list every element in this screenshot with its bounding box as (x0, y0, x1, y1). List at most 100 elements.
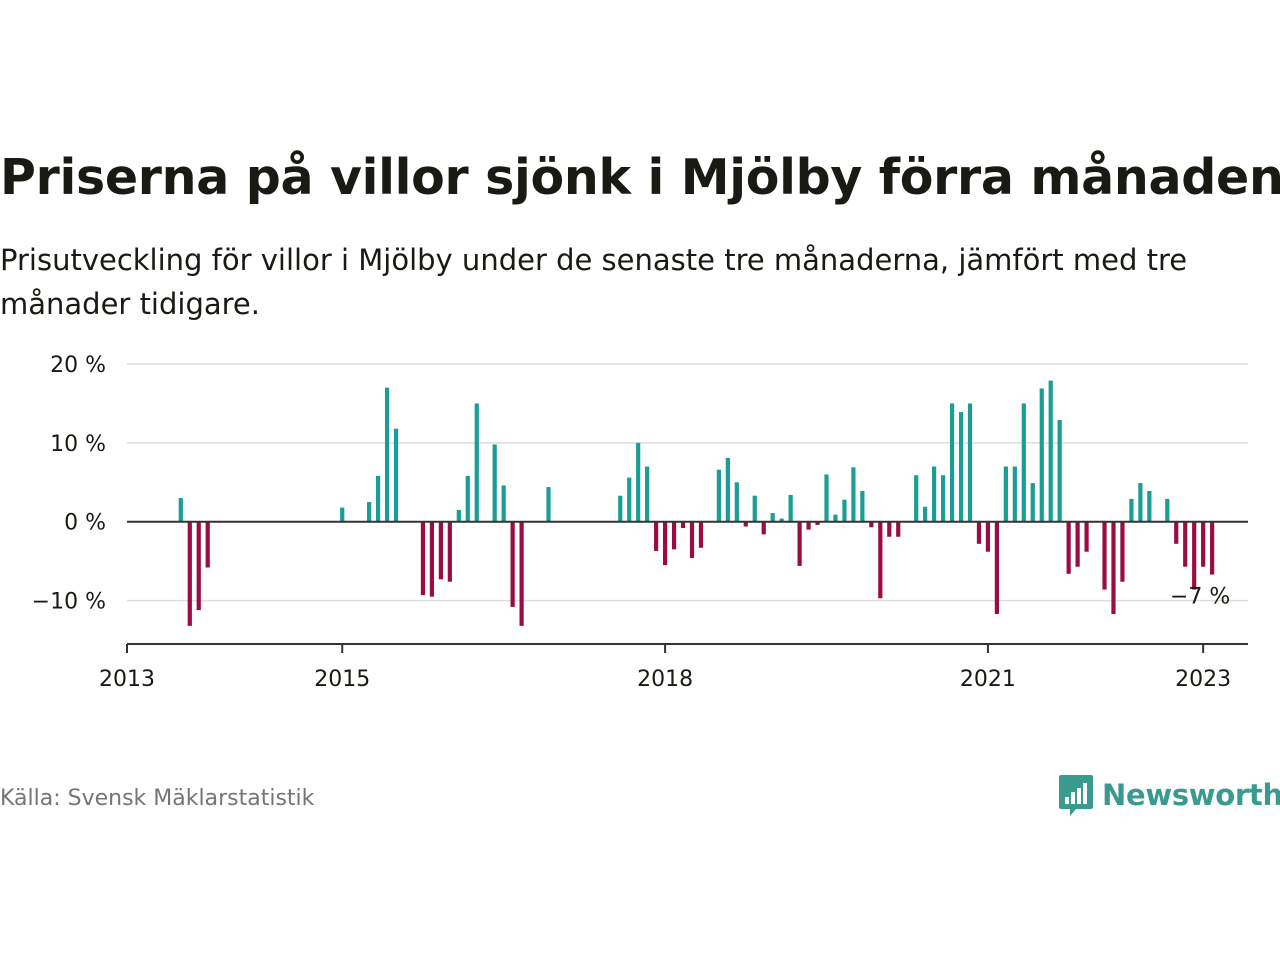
annotations: −7 % (1170, 585, 1230, 610)
bar (967, 403, 973, 522)
bar (196, 521, 201, 611)
bar (788, 494, 793, 522)
x-tick-label: 2023 (1175, 667, 1231, 692)
bar (367, 502, 372, 522)
bar (860, 490, 865, 522)
bar (420, 521, 426, 596)
bar (806, 521, 811, 530)
bar (1021, 403, 1026, 522)
bar (985, 521, 991, 552)
bar (680, 521, 686, 529)
bar (618, 495, 623, 522)
x-axis-ticks: 2013 2015 2018 2021 2023 (99, 644, 1231, 692)
bar (770, 513, 775, 522)
bar (842, 499, 847, 522)
bar (546, 487, 551, 522)
bar (1102, 521, 1107, 590)
bar (1039, 388, 1044, 522)
bar (429, 521, 435, 597)
bar (833, 514, 838, 522)
bar (851, 467, 856, 522)
bar (1066, 521, 1071, 574)
brand-logo: Newsworthy (1058, 772, 1280, 818)
bar (716, 469, 721, 522)
x-tick-label: 2015 (314, 667, 370, 692)
annotation-label: −7 % (1170, 585, 1230, 610)
chart-subtitle: Prisutveckling för villor i Mjölby under… (0, 243, 1188, 321)
bar (456, 509, 461, 522)
bar (1210, 521, 1215, 575)
bar (519, 521, 524, 626)
bars (178, 380, 1215, 626)
bar (914, 475, 919, 522)
bar (869, 521, 874, 528)
bar (178, 498, 183, 522)
bar (1138, 483, 1143, 522)
bar (1030, 483, 1035, 522)
bar (662, 521, 668, 566)
bar (340, 507, 345, 522)
brand-name: Newsworthy (1102, 778, 1280, 812)
bar (627, 477, 632, 522)
bar (940, 475, 946, 522)
bar (887, 521, 892, 537)
bar (376, 476, 381, 522)
bar (761, 521, 766, 535)
bar (1192, 521, 1197, 590)
bar (384, 387, 390, 522)
bar (447, 521, 452, 582)
bar (896, 521, 901, 537)
grid-lines (127, 363, 1248, 602)
bar (1129, 498, 1134, 522)
x-tick-label: 2021 (960, 667, 1016, 692)
bar (1084, 521, 1089, 552)
source-note: Källa: Svensk Mäklarstatistik (0, 786, 315, 811)
bar (393, 428, 399, 522)
bar (725, 457, 730, 522)
bar (492, 444, 497, 522)
bar (779, 518, 784, 522)
bar (1201, 521, 1206, 567)
bar (510, 521, 515, 607)
bar (949, 403, 955, 522)
bar (465, 476, 470, 522)
bar (923, 506, 928, 522)
bar (645, 466, 650, 522)
bar (1183, 521, 1188, 567)
y-tick-label: 10 % (50, 432, 106, 457)
bar (501, 485, 506, 522)
bar (1075, 521, 1080, 567)
bar (654, 521, 659, 551)
bar (1174, 521, 1179, 544)
bar-chart-speech-bubble-icon (1059, 775, 1093, 816)
bar (815, 521, 820, 525)
bar (205, 521, 210, 568)
bar (671, 521, 677, 550)
bar (958, 412, 964, 522)
bar (1120, 521, 1125, 582)
bar (994, 521, 999, 615)
bar (698, 521, 704, 548)
x-tick-label: 2018 (637, 667, 693, 692)
chart-title: Priserna på villor sjönk i Mjölby förra … (0, 149, 1280, 206)
bar (1048, 380, 1053, 522)
bar (438, 521, 443, 580)
bar (878, 521, 883, 599)
bar (932, 466, 937, 522)
bar (797, 521, 802, 566)
bar (187, 521, 192, 626)
axes (127, 520, 1248, 645)
bar-chart: 20 % 10 % 0 % −10 % 2013 2015 2018 2021 2023 −7… (32, 353, 1248, 692)
bar (689, 521, 695, 559)
bar (1165, 498, 1170, 522)
y-tick-label: 20 % (50, 353, 106, 378)
bar (1147, 490, 1152, 522)
bar (474, 403, 479, 522)
bar (1111, 521, 1116, 615)
bar (1057, 420, 1062, 522)
bar (734, 482, 739, 522)
x-tick-label: 2013 (99, 667, 155, 692)
y-axis-ticks: 20 % 10 % 0 % −10 % (32, 353, 106, 615)
bar (1003, 466, 1008, 522)
bar (743, 521, 748, 527)
